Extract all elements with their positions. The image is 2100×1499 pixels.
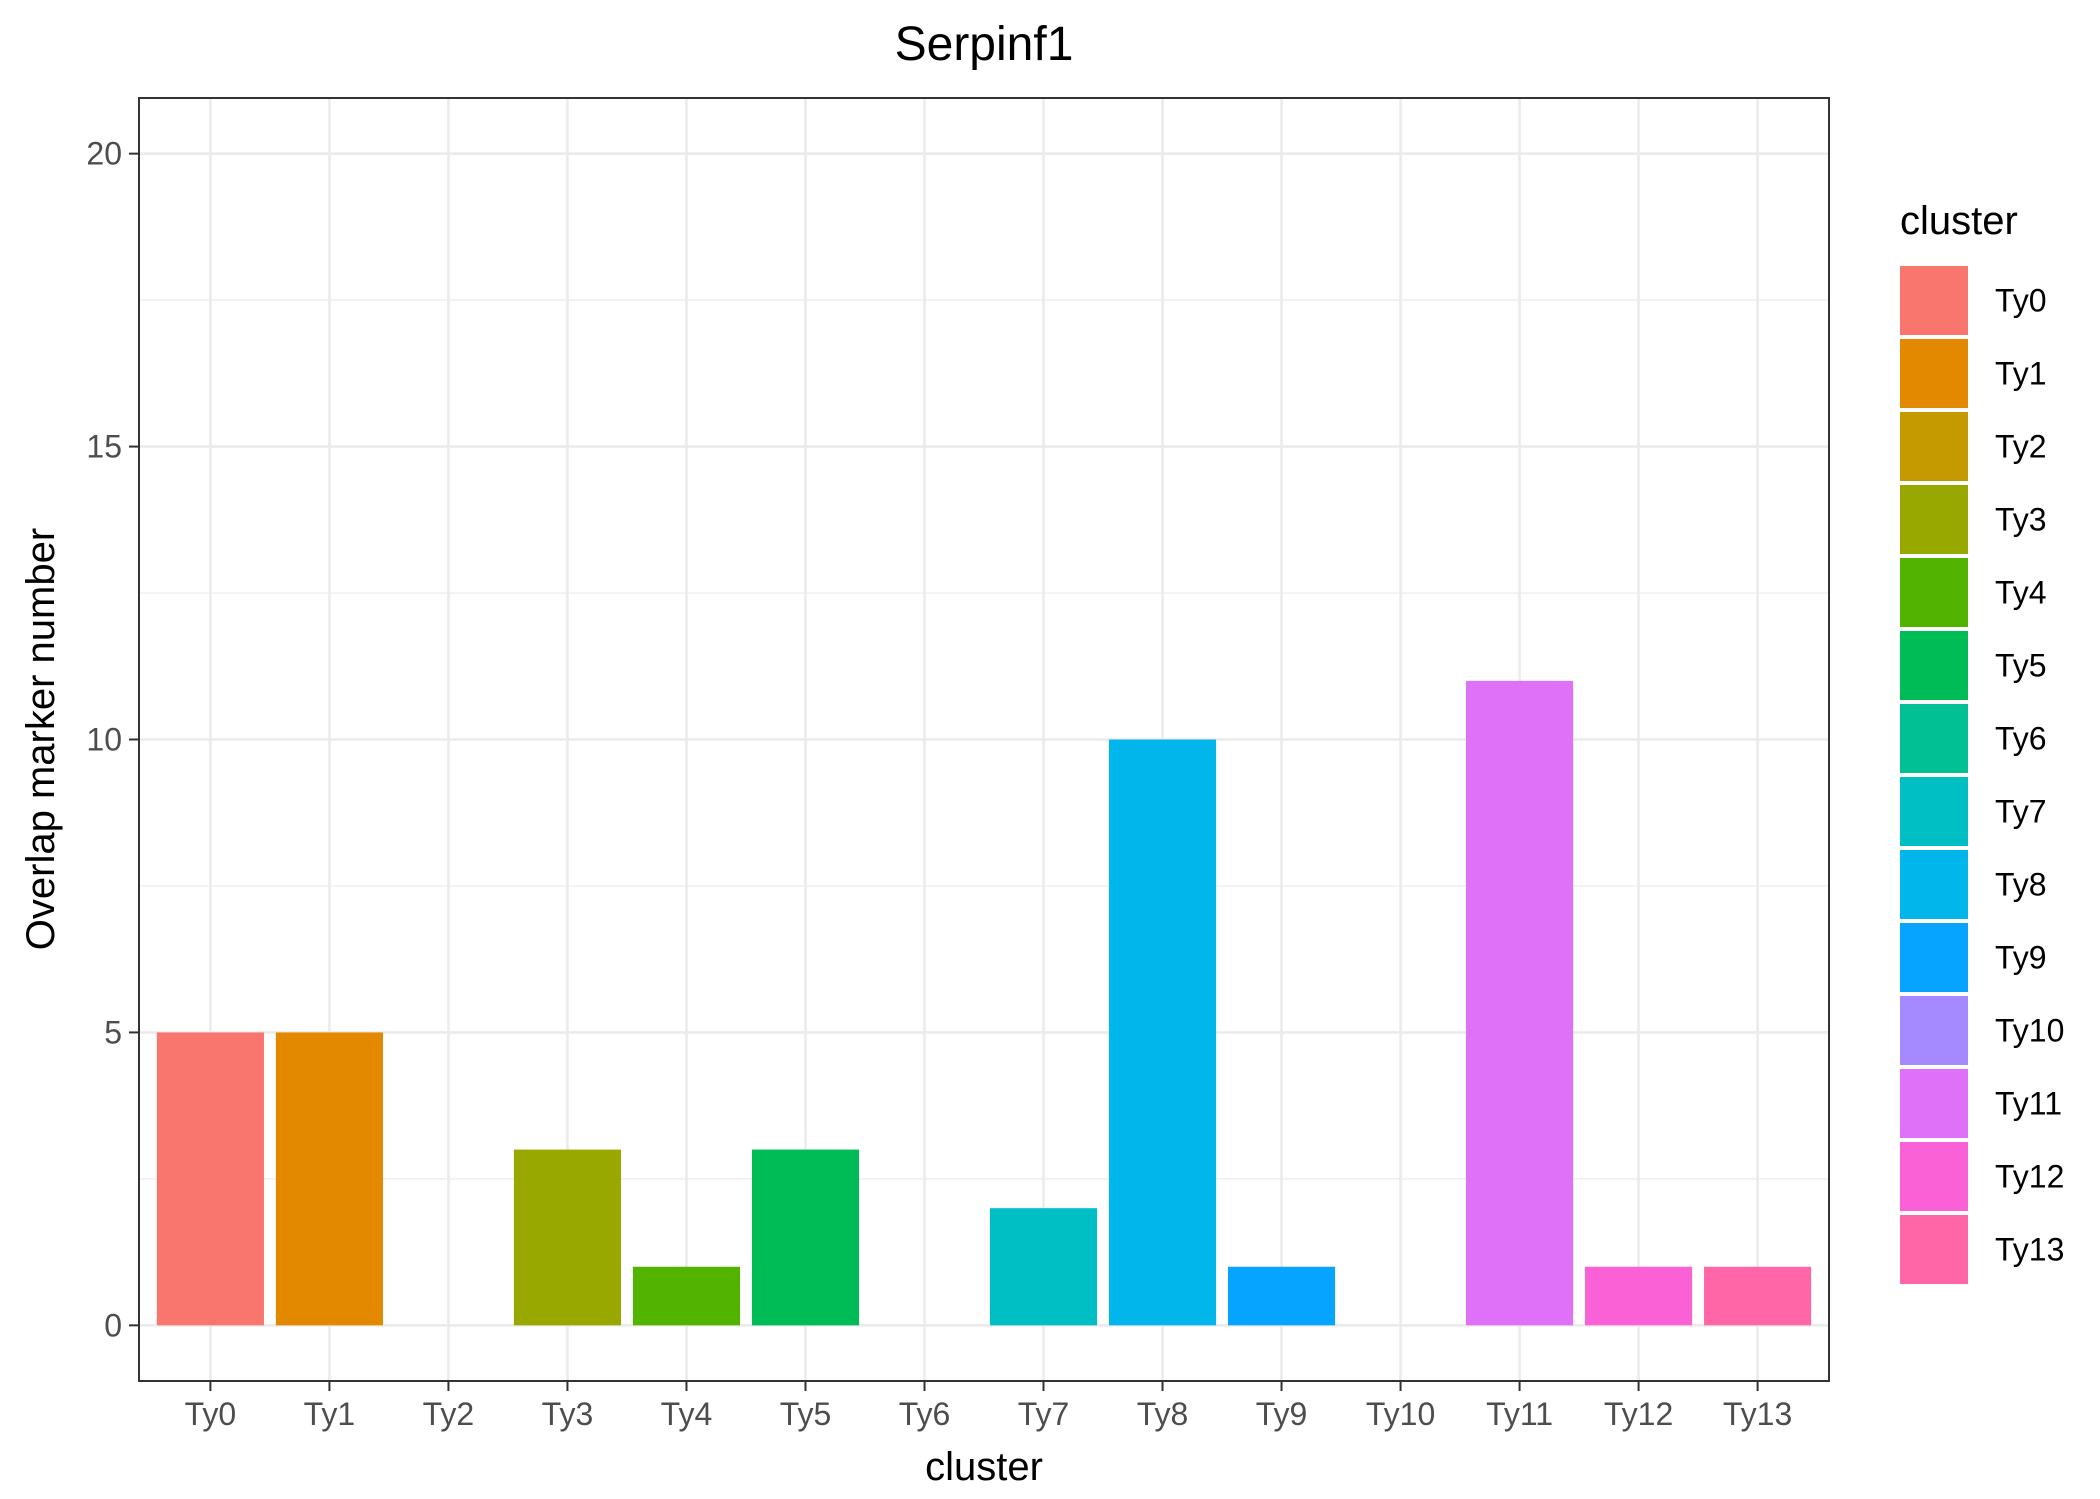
x-axis-title: cluster xyxy=(925,1445,1043,1489)
legend-label: Ty11 xyxy=(1995,1086,2062,1122)
legend-label: Ty12 xyxy=(1995,1159,2064,1195)
x-tick-label: Ty1 xyxy=(304,1396,356,1432)
x-tick-label: Ty12 xyxy=(1604,1396,1673,1432)
x-tick-label: Ty13 xyxy=(1723,1396,1792,1432)
x-tick-label: Ty4 xyxy=(661,1396,713,1432)
bars xyxy=(156,680,1812,1326)
legend-key-ty5 xyxy=(1900,631,1968,700)
legend-key-ty6 xyxy=(1900,704,1968,773)
y-axis: 0 5 10 15 20 xyxy=(86,136,139,1343)
x-tick-label: Ty8 xyxy=(1137,1396,1189,1432)
legend-key-ty7 xyxy=(1900,777,1968,846)
y-tick-label: 10 xyxy=(86,722,122,758)
legend-key-ty10 xyxy=(1900,996,1968,1065)
legend-key-ty13 xyxy=(1900,1215,1968,1284)
y-tick-label: 20 xyxy=(86,136,122,172)
x-tick-label: Ty11 xyxy=(1486,1396,1553,1432)
legend-label: Ty0 xyxy=(1995,283,2047,319)
legend-key-ty11 xyxy=(1900,1069,1968,1138)
legend-key-ty4 xyxy=(1900,558,1968,627)
x-tick-label: Ty5 xyxy=(780,1396,832,1432)
legend: cluster Ty0 Ty1 Ty2 Ty3 Ty4 Ty5 Ty6 Ty7 Ty8 Ty9 Ty… xyxy=(1900,199,2064,1284)
legend-key-ty12 xyxy=(1900,1142,1968,1211)
legend-label: Ty6 xyxy=(1995,721,2047,757)
legend-key-ty3 xyxy=(1900,485,1968,554)
x-tick-label: Ty10 xyxy=(1366,1396,1435,1432)
bar-ty9 xyxy=(1227,1266,1336,1326)
x-axis: Ty0 Ty1 Ty2 Ty3 Ty4 Ty5 Ty6 Ty7 Ty8 Ty9 Ty10 Ty11 Ty… xyxy=(185,1381,1792,1432)
legend-label: Ty10 xyxy=(1995,1013,2064,1049)
y-tick-label: 5 xyxy=(104,1014,122,1050)
bar-ty11 xyxy=(1466,680,1574,1326)
bar-ty1 xyxy=(275,1032,383,1326)
bar-ty4 xyxy=(632,1266,741,1326)
plot-panel xyxy=(139,98,1829,1381)
bar-ty13 xyxy=(1704,1266,1812,1326)
legend-label: Ty5 xyxy=(1995,648,2047,684)
legend-label: Ty1 xyxy=(1995,356,2047,392)
legend-key-ty8 xyxy=(1900,850,1968,919)
legend-label: Ty9 xyxy=(1995,940,2047,976)
legend-key-ty1 xyxy=(1900,339,1968,408)
bar-ty12 xyxy=(1585,1266,1693,1326)
legend-label: Ty7 xyxy=(1995,794,2047,830)
bar-ty5 xyxy=(751,1149,860,1326)
legend-label: Ty13 xyxy=(1995,1232,2064,1268)
chart-title: Serpinf1 xyxy=(895,18,1074,71)
legend-key-ty9 xyxy=(1900,923,1968,992)
legend-label: Ty3 xyxy=(1995,502,2047,538)
legend-label: Ty4 xyxy=(1995,575,2047,611)
x-tick-label: Ty9 xyxy=(1256,1396,1308,1432)
y-tick-label: 0 xyxy=(104,1307,122,1343)
bar-ty3 xyxy=(513,1149,622,1326)
legend-key-ty2 xyxy=(1900,412,1968,481)
y-tick-label: 15 xyxy=(86,429,122,465)
y-axis-title: Overlap marker number xyxy=(19,528,63,950)
bar-ty0 xyxy=(156,1032,264,1326)
x-tick-label: Ty3 xyxy=(542,1396,594,1432)
bar-ty7 xyxy=(989,1208,1098,1326)
legend-label: Ty2 xyxy=(1995,429,2047,465)
x-tick-label: Ty2 xyxy=(423,1396,475,1432)
legend-key-ty0 xyxy=(1900,266,1968,335)
x-tick-label: Ty7 xyxy=(1018,1396,1070,1432)
legend-label: Ty8 xyxy=(1995,867,2047,903)
bar-ty8 xyxy=(1108,739,1217,1326)
x-tick-label: Ty6 xyxy=(899,1396,951,1432)
x-tick-label: Ty0 xyxy=(185,1396,237,1432)
legend-title: cluster xyxy=(1900,199,2018,243)
